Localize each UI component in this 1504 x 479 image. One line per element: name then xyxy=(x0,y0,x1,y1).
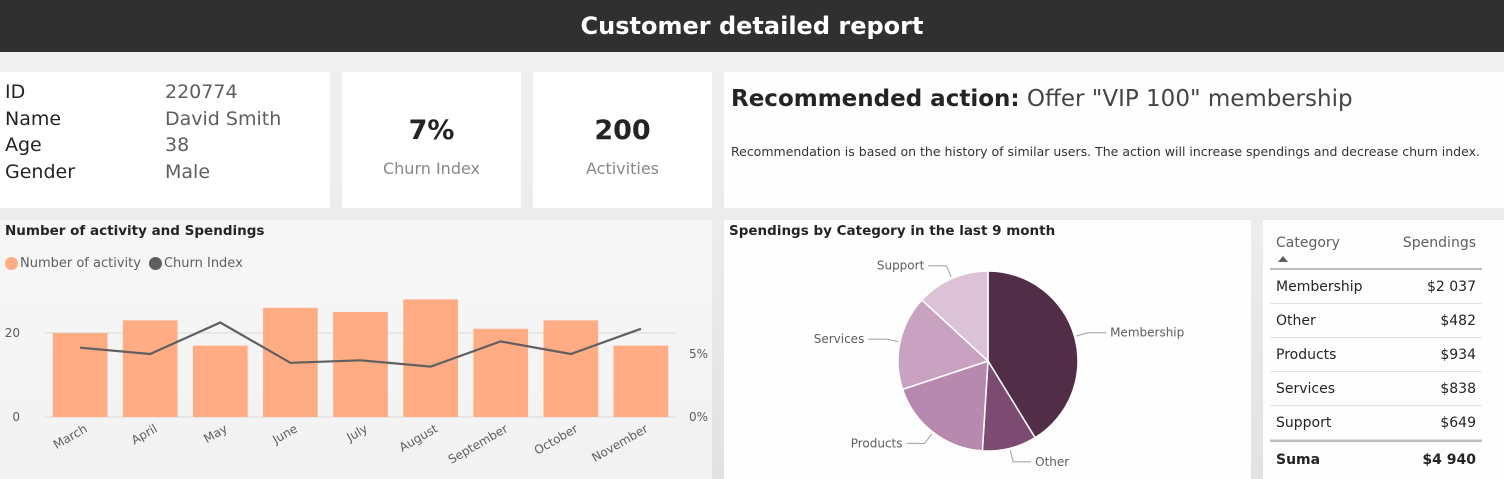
pie-slice-label: Support xyxy=(877,259,925,273)
y-right-tick: 0% xyxy=(689,410,708,424)
info-row-id: ID 220774 xyxy=(5,81,238,103)
bar[interactable] xyxy=(52,333,108,417)
pie-slice-label: Products xyxy=(851,436,903,450)
pie-slice-label: Services xyxy=(814,332,865,346)
churn-line[interactable] xyxy=(79,321,642,368)
legend-dot-icon xyxy=(5,257,18,270)
bar[interactable] xyxy=(122,320,178,417)
table-row: Services $838 xyxy=(1270,372,1482,406)
pie-slice[interactable] xyxy=(901,359,989,452)
table-cell-spendings: $2 037 xyxy=(1427,279,1476,295)
column-header-spendings[interactable]: Spendings xyxy=(1402,235,1476,251)
x-tick-label: April xyxy=(129,421,160,447)
table-cell-category: Services xyxy=(1276,381,1336,397)
recommendation-title: Recommended action: xyxy=(731,86,1020,112)
bar[interactable] xyxy=(192,345,248,417)
y-left-tick: 0 xyxy=(12,410,20,424)
bar[interactable] xyxy=(403,299,458,417)
info-value: David Smith xyxy=(165,108,282,130)
pie-slice[interactable] xyxy=(897,298,990,391)
table-total-row: Suma $4 940 xyxy=(1270,440,1482,476)
pie-leader-line xyxy=(1076,332,1107,337)
table-total-label: Suma xyxy=(1276,452,1321,468)
x-tick-label: March xyxy=(51,421,90,451)
recommendation-action: Offer "VIP 100" membership xyxy=(1026,86,1353,112)
table-row: Support $649 xyxy=(1270,406,1482,440)
report-title: Customer detailed report xyxy=(580,12,924,40)
spendings-pie-card: Spendings by Category in the last 9 mont… xyxy=(724,220,1251,479)
table-cell-spendings: $838 xyxy=(1440,381,1476,397)
bar[interactable] xyxy=(333,312,388,417)
table-cell-category: Membership xyxy=(1276,279,1363,295)
column-header-category[interactable]: Category xyxy=(1276,235,1340,251)
table-cell-category: Support xyxy=(1276,415,1332,431)
pie-leader-line xyxy=(1009,450,1032,463)
info-label: Gender xyxy=(5,161,76,183)
pie-slice-label: Membership xyxy=(1110,326,1184,340)
info-label: ID xyxy=(5,81,26,103)
recommendation-card: Recommended action: Offer "VIP 100" memb… xyxy=(724,72,1504,208)
legend-item-activity[interactable]: Number of activity xyxy=(5,256,141,271)
pie-chart-title: Spendings by Category in the last 9 mont… xyxy=(729,223,1056,239)
x-tick-label: October xyxy=(532,421,581,457)
customer-info-card: ID 220774 Name David Smith Age 38 Gender Mal… xyxy=(0,72,330,208)
recommendation-heading: Recommended action: Offer "VIP 100" memb… xyxy=(731,86,1353,112)
activities-kpi-card: 200 Activities xyxy=(533,72,712,208)
activity-chart-legend: Number of activity Churn Index xyxy=(5,256,243,271)
table-row: Membership $2 037 xyxy=(1270,270,1482,304)
info-row-name: Name David Smith xyxy=(5,108,281,130)
spendings-pie-chart: Membership Other Products Services Support xyxy=(814,259,1185,469)
pie-leader-line xyxy=(906,433,933,444)
table-total-value: $4 940 xyxy=(1422,452,1476,468)
y-right-tick: 5% xyxy=(689,347,708,361)
sort-ascending-icon[interactable] xyxy=(1278,256,1288,262)
spendings-table: Category Spendings Membership $2 037 Oth… xyxy=(1270,230,1482,476)
pie-slice[interactable] xyxy=(920,270,989,363)
table-cell-spendings: $649 xyxy=(1440,415,1476,431)
table-row: Products $934 xyxy=(1270,338,1482,372)
info-value: Male xyxy=(165,161,211,183)
x-tick-label: August xyxy=(397,421,441,454)
table-cell-category: Other xyxy=(1276,313,1316,329)
pie-slice-label: Other xyxy=(1035,455,1069,469)
table-cell-spendings: $934 xyxy=(1440,347,1476,363)
activity-combo-chart: 0 20 0% 5% March April May June July August Septem… xyxy=(5,299,708,467)
x-tick-label: July xyxy=(343,421,370,444)
y-left-tick: 20 xyxy=(5,326,20,340)
legend-label: Churn Index xyxy=(163,256,243,271)
table-header: Category Spendings xyxy=(1270,230,1482,270)
activity-chart-card: Number of activity and Spendings Number … xyxy=(0,220,712,479)
bar[interactable] xyxy=(613,345,669,417)
spendings-table-card: Category Spendings Membership $2 037 Oth… xyxy=(1263,220,1504,479)
info-value: 220774 xyxy=(165,81,238,103)
info-value: 38 xyxy=(165,134,190,156)
recommendation-description: Recommendation is based on the history o… xyxy=(731,144,1480,159)
legend-dot-icon xyxy=(148,257,162,270)
table-row: Other $482 xyxy=(1270,304,1482,338)
activities-kpi-value: 200 xyxy=(594,115,651,146)
pie-leader-line xyxy=(868,338,899,343)
bar[interactable] xyxy=(473,328,529,417)
activity-chart-title: Number of activity and Spendings xyxy=(5,223,265,239)
info-label: Age xyxy=(5,134,42,156)
x-tick-label: May xyxy=(201,421,229,446)
x-tick-label: September xyxy=(446,421,510,466)
churn-kpi-label: Churn Index xyxy=(382,159,481,178)
churn-kpi-card: 7% Churn Index xyxy=(342,72,521,208)
churn-kpi-value: 7% xyxy=(408,115,455,146)
legend-label: Number of activity xyxy=(20,256,141,271)
bar[interactable] xyxy=(543,320,599,417)
info-label: Name xyxy=(5,108,62,130)
pie-leader-line xyxy=(928,265,952,277)
legend-item-churn[interactable]: Churn Index xyxy=(148,256,243,271)
x-tick-label: November xyxy=(589,421,650,464)
info-row-age: Age 38 xyxy=(5,134,189,156)
x-tick-label: June xyxy=(269,421,300,447)
table-cell-spendings: $482 xyxy=(1440,313,1476,329)
info-row-gender: Gender Male xyxy=(5,161,210,183)
report-header: Customer detailed report xyxy=(0,0,1504,52)
table-cell-category: Products xyxy=(1276,347,1337,363)
pie-slice[interactable] xyxy=(987,270,1079,439)
activities-kpi-label: Activities xyxy=(586,159,659,178)
